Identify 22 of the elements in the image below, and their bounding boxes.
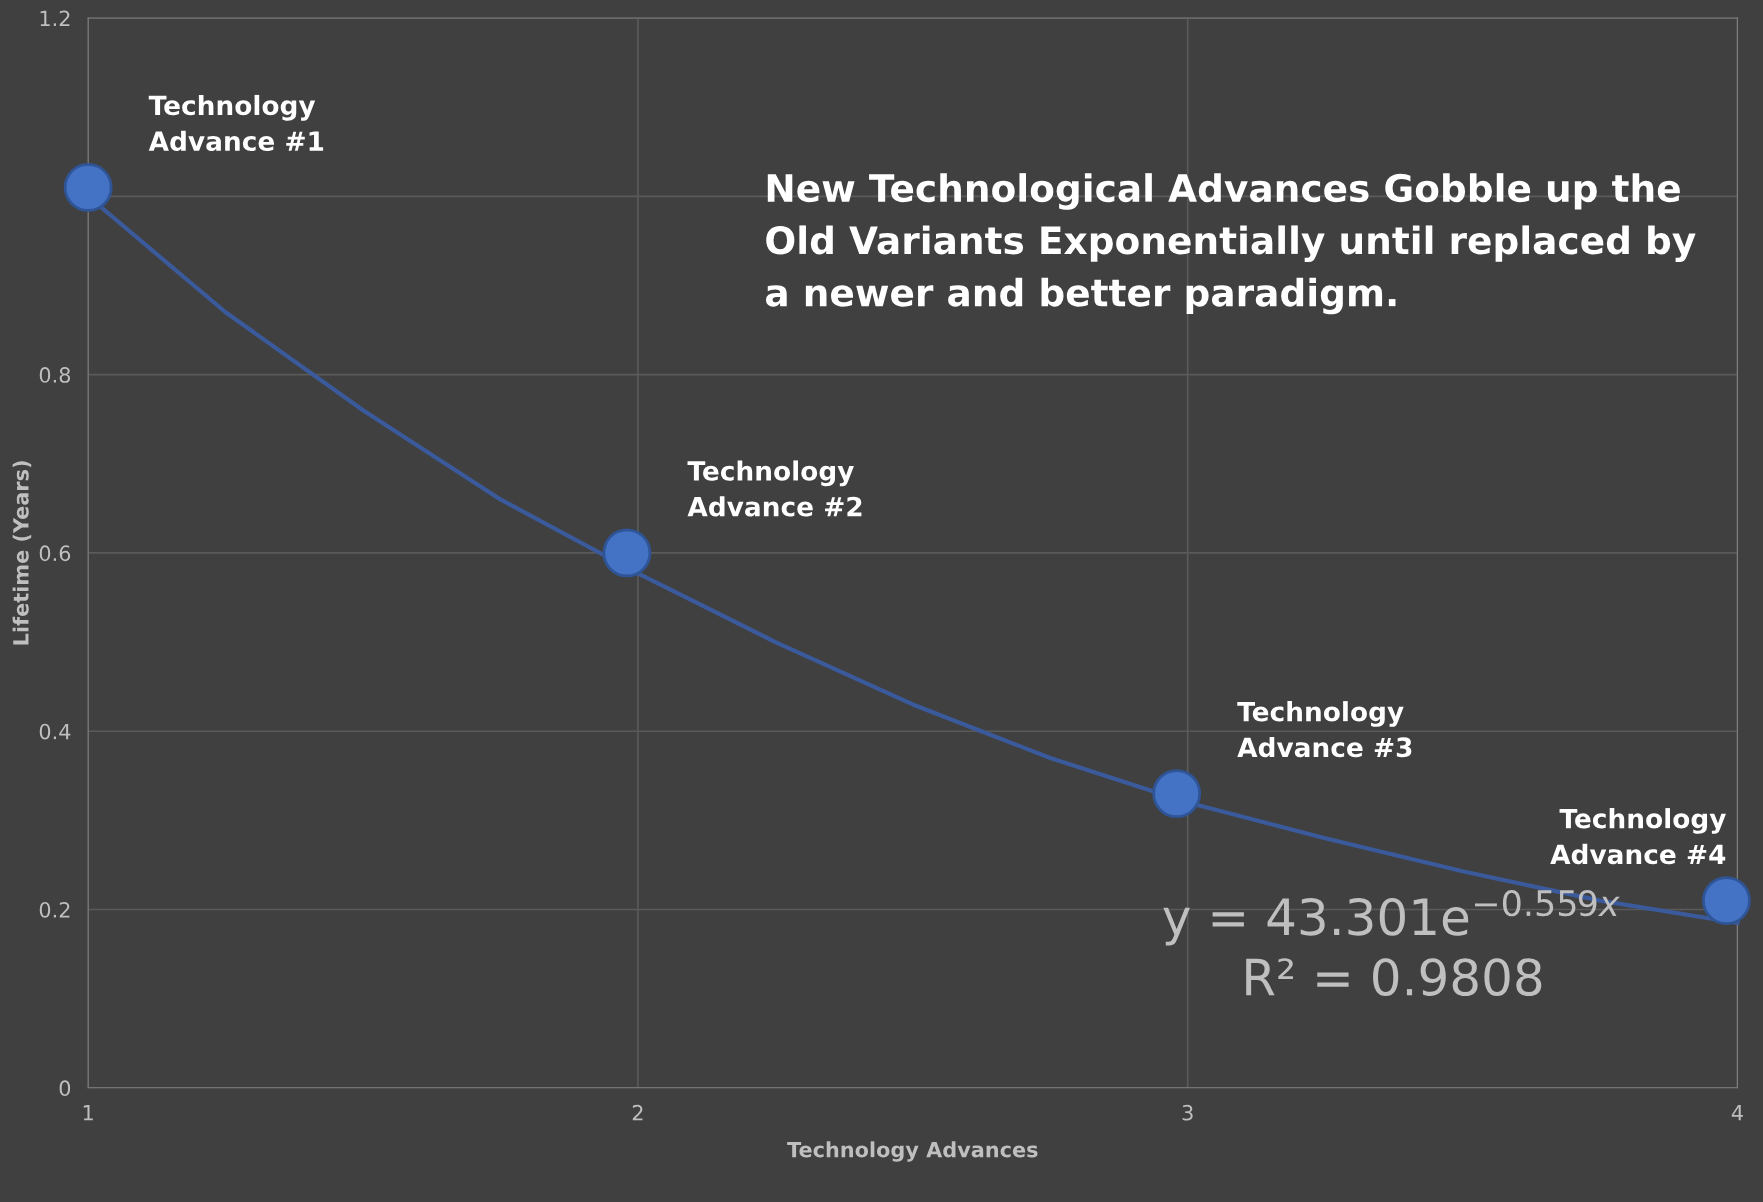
x-tick-label: 2 — [632, 1104, 643, 1121]
point — [63, 162, 113, 212]
y-axis-title: Lifetime (Years) — [12, 461, 32, 645]
y-tick-label: 0 — [59, 1080, 71, 1097]
point — [602, 528, 652, 578]
y-tick-label: 1.2 — [40, 10, 70, 26]
x-tick-label: 1 — [83, 1105, 93, 1121]
y-tick-label: 0.2 — [39, 901, 70, 918]
annotation: y = 43.301e$^{−0.559x}$ R² = 0.9808 — [1163, 889, 1620, 996]
x-axis-title: Technology Advances — [787, 1141, 1038, 1162]
x-tick-label: 3 — [1182, 1104, 1193, 1121]
y-tick-label: 0.4 — [39, 723, 71, 740]
y-tick-label: 0.8 — [39, 367, 71, 383]
y-tick-label: 0.6 — [39, 545, 71, 562]
annotation: Technology Advance #1 — [148, 94, 324, 152]
annotation: Technology Advance #3 — [1237, 701, 1412, 758]
x-tick-label: 4 — [1731, 1105, 1743, 1121]
annotation: New Technological Advances Gobble up the Old Variants Exponentially until replaced by a newer and better paradigm. — [765, 173, 1696, 315]
annotation: Technology Advance #2 — [687, 460, 862, 517]
annotation: Technology Advance #4 — [1550, 808, 1726, 865]
point — [1702, 876, 1751, 926]
point — [1152, 769, 1202, 819]
